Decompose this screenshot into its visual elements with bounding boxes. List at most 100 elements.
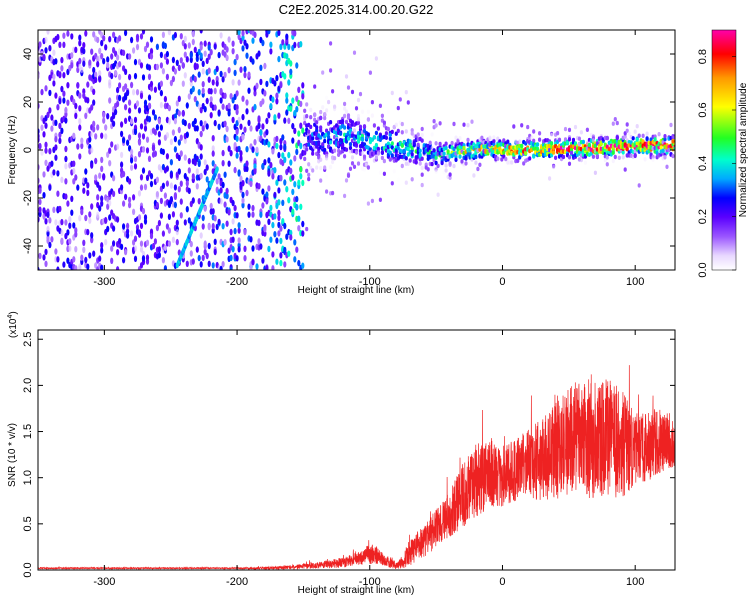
- spectrogram-cell: [215, 178, 219, 185]
- spectrogram-cell: [426, 167, 430, 172]
- spectrogram-cell: [66, 82, 70, 89]
- spectrogram-cell: [179, 134, 183, 141]
- spectrogram-cell: [464, 161, 468, 166]
- spectrogram-cell: [281, 152, 285, 159]
- spectrogram-cell: [279, 237, 283, 245]
- spectrogram-cell: [183, 72, 187, 79]
- spectrogram-cell: [321, 105, 325, 110]
- spectrogram-cell: [149, 36, 154, 43]
- spectrogram-cell: [257, 219, 261, 227]
- spectrogram-cell: [235, 152, 239, 159]
- spectrogram-cell: [635, 124, 639, 129]
- spectrogram-cell: [325, 156, 329, 161]
- spectrogram-cell: [319, 165, 323, 171]
- spectrogram-cell: [267, 245, 271, 253]
- spectrogram-cell: [671, 153, 675, 159]
- spectrogram-cell: [249, 236, 253, 243]
- spectrogram-cell: [368, 70, 372, 75]
- spectrogram-cell: [333, 156, 337, 161]
- spectrogram-cell: [106, 225, 110, 233]
- colorbar-tick-label: 0.2: [697, 209, 709, 224]
- spectrogram-cell: [203, 159, 207, 166]
- spectrogram-cell: [343, 106, 347, 111]
- spectrogram-cell: [231, 199, 235, 207]
- spectrogram-cell: [571, 137, 576, 143]
- spectrogram-cell: [247, 119, 251, 127]
- spectrogram-cell: [108, 147, 112, 154]
- spectrogram-cell: [199, 232, 203, 239]
- spectrogram-cell: [60, 85, 64, 93]
- spectrogram-cell: [225, 125, 229, 133]
- spectrogram-cell: [219, 198, 223, 205]
- spectrogram-cell: [329, 164, 333, 170]
- spectrogram-cell: [120, 121, 124, 128]
- spectrogram-cell: [70, 33, 74, 40]
- spectrogram-cell: [157, 117, 161, 125]
- spectrogram-cell: [468, 151, 472, 156]
- snr-scale-exponent: 4: [7, 315, 14, 319]
- spectrogram-cell: [145, 239, 150, 246]
- spectrogram-cell: [197, 89, 201, 96]
- spectrogram-cell: [285, 92, 289, 99]
- spectrogram-cell: [352, 128, 357, 133]
- spectrogram-cell: [92, 66, 96, 74]
- spectrogram-cell: [199, 52, 203, 59]
- spectrogram-cell: [44, 36, 48, 44]
- spectrogram-cell: [133, 155, 138, 163]
- spectrogram-cell: [149, 228, 154, 235]
- spectrogram-cell: [62, 32, 66, 39]
- spectrogram-cell: [139, 246, 144, 253]
- spectrogram-cell: [243, 228, 247, 236]
- spectrogram-ytick-label: 0: [22, 147, 34, 153]
- spectrogram-cell: [360, 133, 365, 139]
- spectrogram-cell: [64, 155, 68, 163]
- spectrogram-cell: [139, 92, 144, 100]
- spectrogram-cell: [565, 140, 570, 145]
- snr-y-ticks: 0.0 0.5 1.0 1.5 2.0 2.5: [22, 332, 675, 578]
- spectrogram-cell: [135, 100, 140, 107]
- spectrogram-cell: [68, 216, 72, 223]
- spectrogram-cell: [526, 124, 530, 130]
- spectrogram-cell: [100, 247, 104, 254]
- spectrogram-cell: [510, 160, 514, 165]
- spectrogram-cell: [80, 142, 84, 150]
- spectrogram-cell: [356, 117, 361, 122]
- spectrogram-cell: [444, 168, 448, 173]
- spectrogram-cell: [283, 179, 287, 186]
- spectrogram-cell: [259, 243, 263, 250]
- spectrogram-cell: [223, 239, 227, 246]
- spectrogram-cell: [44, 141, 48, 148]
- spectrogram-cell: [552, 150, 556, 155]
- spectrogram-cell: [48, 45, 52, 52]
- spectrogram-cell: [309, 107, 313, 113]
- spectrogram-cell: [462, 165, 466, 171]
- spectrogram-cell: [567, 161, 572, 166]
- spectrogram-cell: [307, 172, 311, 177]
- spectrogram-cell: [532, 138, 536, 143]
- spectrogram-cell: [235, 104, 239, 111]
- spectrogram-cell: [161, 257, 165, 264]
- spectrogram-cell: [116, 100, 120, 108]
- spectrogram-cell: [360, 109, 365, 115]
- spectrogram-cell: [229, 228, 233, 236]
- spectrogram-cell: [141, 30, 146, 35]
- spectrogram-cell: [436, 163, 440, 169]
- spectrogram-cell: [90, 236, 94, 244]
- spectrogram-cell: [159, 212, 163, 219]
- spectrogram-cell: [356, 114, 361, 119]
- spectrogram-cell: [283, 222, 287, 230]
- spectrogram-cell: [44, 260, 48, 267]
- spectrogram-cell: [100, 156, 104, 164]
- spectrogram-cell: [78, 124, 82, 131]
- spectrogram-cell: [295, 246, 299, 253]
- spectrogram-cell: [299, 142, 303, 150]
- spectrogram-cell: [366, 109, 370, 115]
- spectrogram-cell: [279, 252, 283, 259]
- spectrogram-cell: [434, 155, 438, 160]
- spectrogram-cell: [247, 203, 251, 210]
- spectrogram-cell: [341, 119, 345, 124]
- spectrogram-cell: [239, 123, 243, 130]
- spectrogram-cell: [118, 60, 122, 68]
- spectrogram-cell: [227, 110, 231, 117]
- spectrogram-cell: [173, 113, 177, 120]
